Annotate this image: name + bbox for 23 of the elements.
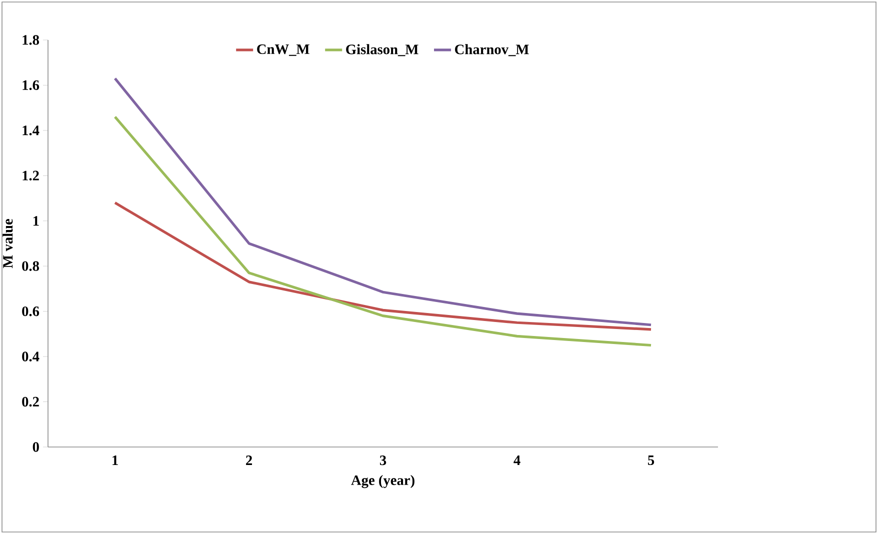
y-tick-label: 0 (32, 442, 39, 452)
line-series (114, 201, 652, 331)
x-tick-label: 2 (246, 456, 252, 466)
legend-label: Charnov_M (455, 44, 529, 56)
y-axis-title: M value (2, 218, 13, 268)
y-tick-label: 0.4 (22, 352, 40, 362)
y-tick-label: 1 (33, 216, 39, 226)
y-tick-label: 0.2 (22, 396, 39, 407)
y-tick-label: 1.6 (22, 80, 40, 90)
x-axis-title: Age (year) (351, 474, 414, 488)
x-tick-label: 3 (380, 456, 386, 466)
line-series (114, 77, 652, 326)
y-tick-label: 1.8 (22, 35, 40, 45)
x-tick-label: 1 (112, 456, 118, 465)
y-tick-label: 1.4 (22, 126, 40, 136)
y-tick-label: 1.2 (22, 170, 39, 181)
legend-label: Gislason_M (346, 44, 418, 56)
x-tick-label: 5 (648, 456, 654, 466)
y-tick-label: 0.6 (22, 306, 40, 316)
y-tick-label: 0.8 (22, 261, 40, 271)
x-tick-label: 4 (514, 456, 520, 465)
legend-label: CnW_M (257, 44, 310, 56)
line-series (114, 116, 652, 347)
